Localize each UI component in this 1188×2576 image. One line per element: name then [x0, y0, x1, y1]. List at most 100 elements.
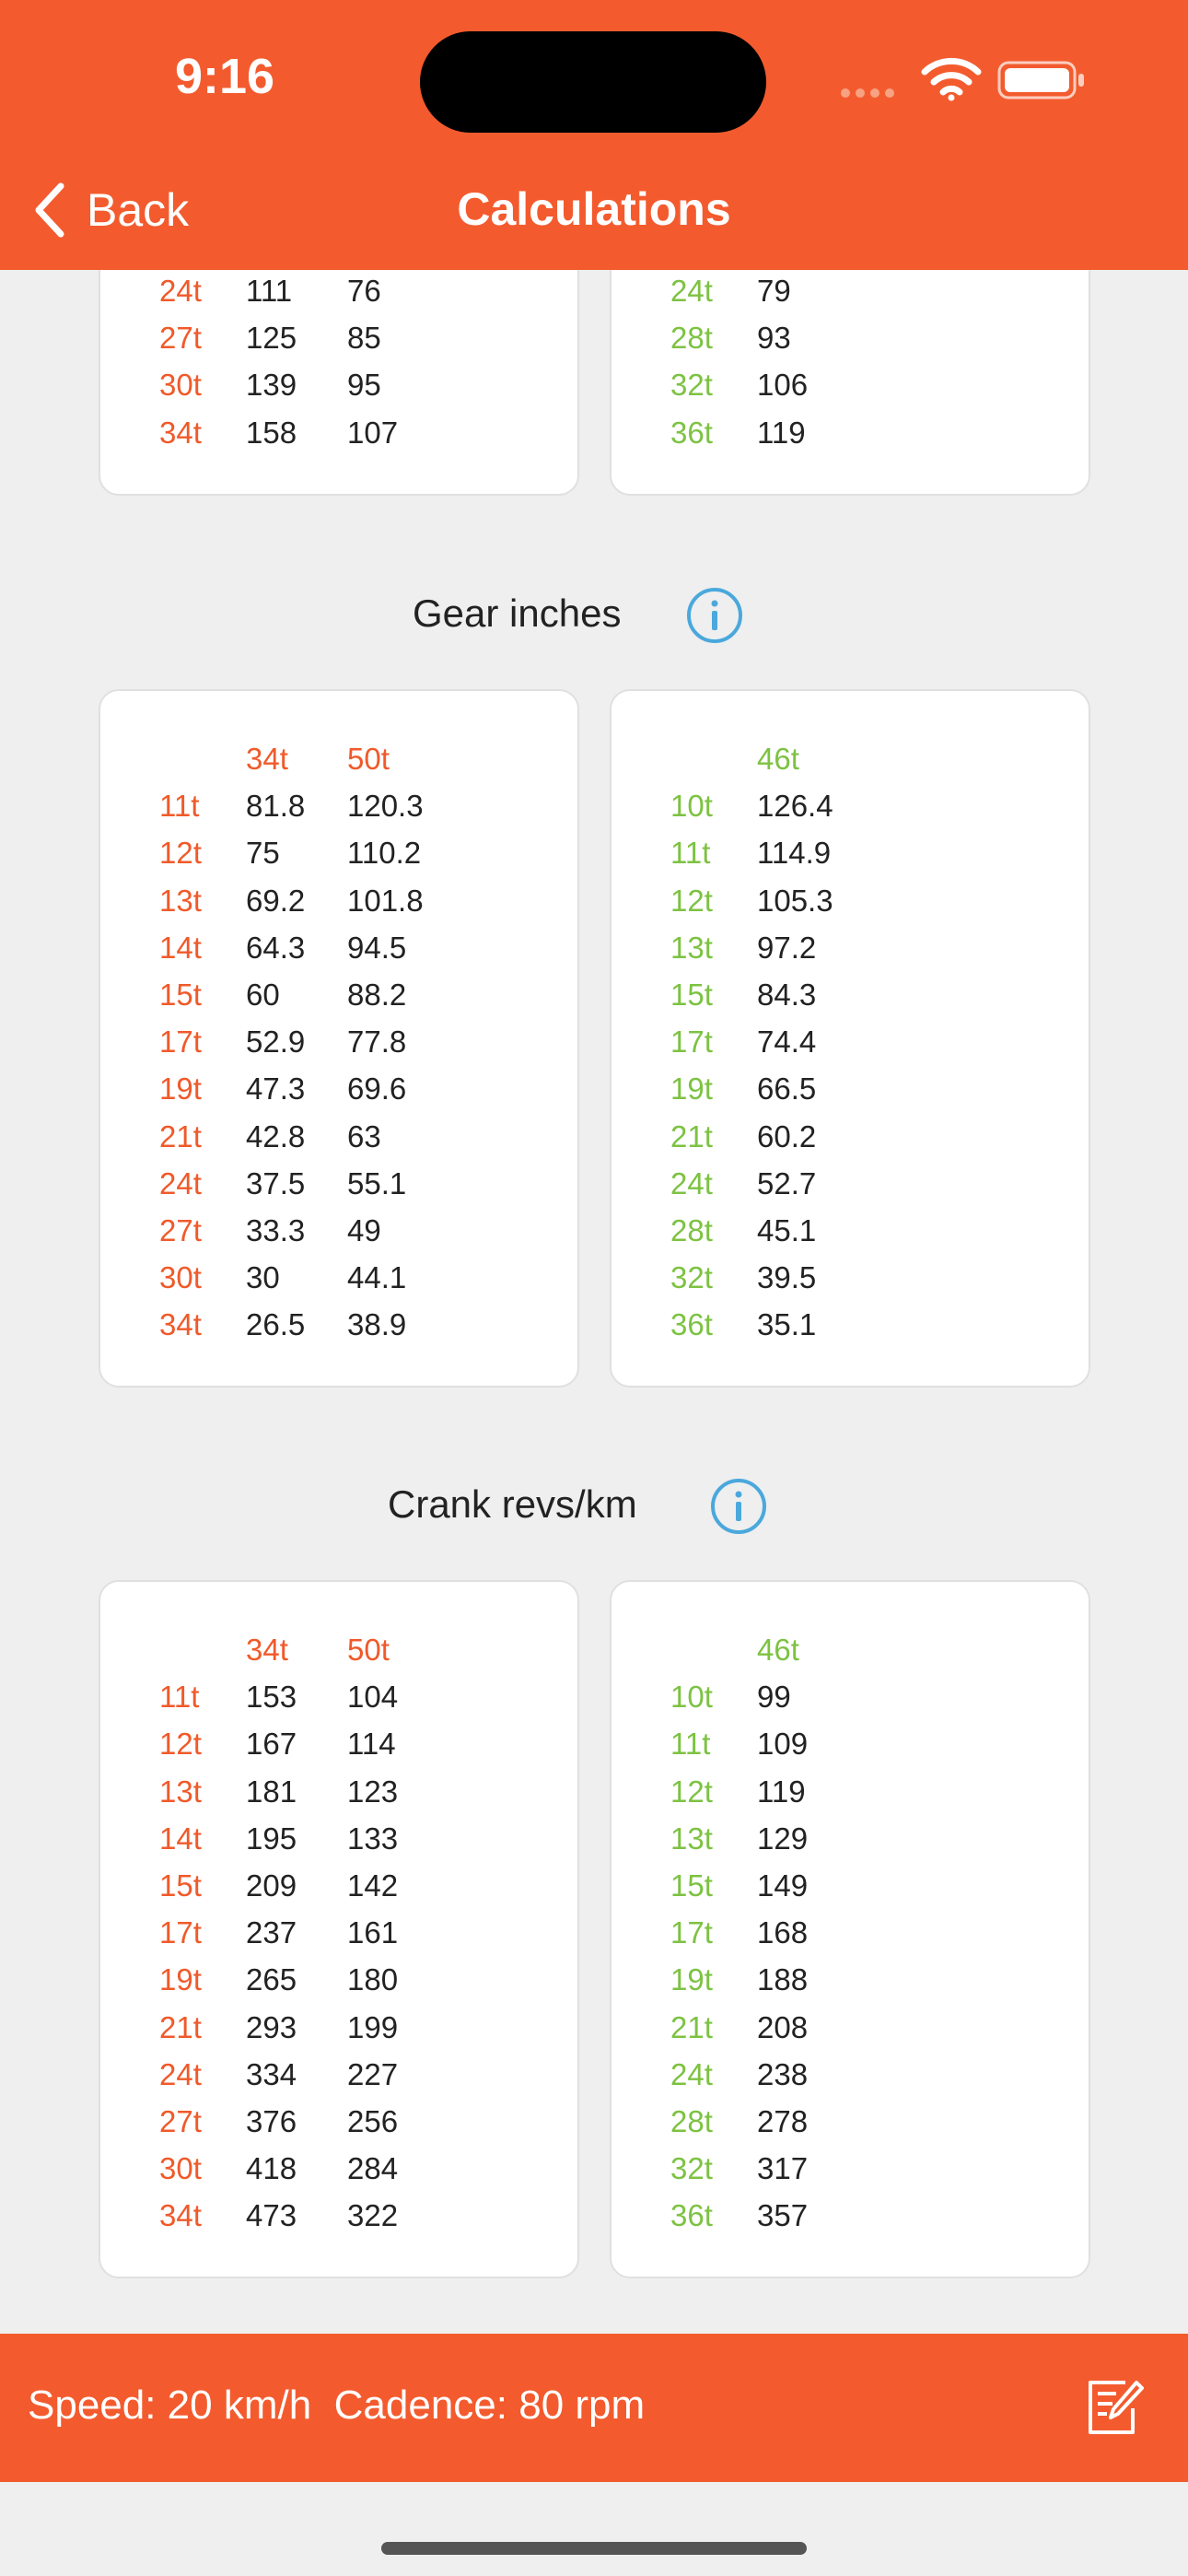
- table-cell: 110.2: [347, 836, 422, 871]
- wifi-icon: [921, 57, 982, 101]
- cog-label: 34t: [159, 415, 202, 450]
- table-cell: 74.4: [757, 1025, 817, 1060]
- table-cell: 69.6: [347, 1071, 407, 1107]
- table-cell: 195: [246, 1821, 297, 1856]
- cog-label: 17t: [670, 1915, 713, 1950]
- table-row: 21t 208: [611, 2004, 1089, 2051]
- table-cell: 181: [246, 1774, 297, 1809]
- table-row: 30t 418 284: [100, 2145, 577, 2192]
- table-row: 30t 139 95: [100, 361, 577, 408]
- table-row: 27t 376 256: [100, 2098, 577, 2145]
- table-cell: 33.3: [246, 1213, 306, 1247]
- cog-label: 28t: [670, 321, 713, 356]
- table-row: 12t 119: [611, 1768, 1089, 1815]
- table-row: 14t 64.3 94.5: [100, 924, 577, 971]
- cog-label: 36t: [670, 415, 713, 450]
- table-cell: 47.3: [246, 1071, 306, 1107]
- dynamic-island: [420, 31, 766, 133]
- table-row: 24t 79: [611, 267, 1089, 314]
- table-cell: 35.1: [757, 1307, 817, 1342]
- chainring-header: 34t: [246, 1633, 288, 1667]
- table-cell: 119: [757, 415, 806, 450]
- table-cell: 418: [246, 2151, 297, 2186]
- table-cell: 37.5: [246, 1165, 306, 1200]
- table-cell: 114.9: [757, 836, 832, 871]
- cog-label: 24t: [159, 2056, 202, 2091]
- back-button[interactable]: Back: [33, 182, 189, 238]
- cog-label: 24t: [159, 274, 202, 308]
- cog-label: 15t: [159, 978, 202, 1012]
- table-row: 10t 126.4: [611, 782, 1089, 829]
- table-cell: 79: [757, 274, 791, 308]
- cog-label: 30t: [159, 368, 202, 403]
- cog-label: 11t: [159, 789, 200, 824]
- table-row: 15t 149: [611, 1862, 1089, 1909]
- gear-inches-right-card: 46t 10t 126.4 11t 114.9 12t 105.3 13t 97.2 15t 84.…: [610, 689, 1090, 1388]
- table-cell: 129: [757, 1821, 809, 1856]
- cog-label: 19t: [159, 1071, 202, 1107]
- table-cell: 199: [347, 2009, 399, 2044]
- bottom-bar: Speed: 20 km/h Cadence: 80 rpm: [0, 2334, 1188, 2482]
- table-cell: 188: [757, 1962, 809, 1997]
- speed-cadence-label[interactable]: Speed: 20 km/h Cadence: 80 rpm: [28, 2383, 646, 2428]
- table-cell: 209: [246, 1868, 297, 1903]
- cog-label: 24t: [159, 1165, 202, 1200]
- table-cell: 106: [757, 368, 809, 403]
- table-cell: 84.3: [757, 978, 817, 1012]
- info-icon[interactable]: [709, 1477, 768, 1536]
- edit-note-icon[interactable]: [1085, 2377, 1146, 2438]
- cog-label: 34t: [159, 1307, 202, 1342]
- cog-label: 21t: [159, 2009, 202, 2044]
- table-row: 24t 238: [611, 2051, 1089, 2098]
- cog-label: 32t: [670, 2151, 713, 2186]
- table-cell: 142: [347, 1868, 399, 1903]
- table-cell: 473: [246, 2198, 297, 2233]
- table-cell: 317: [757, 2151, 809, 2186]
- table-header-row: 34t 50t: [100, 735, 577, 782]
- chainring-header: 46t: [757, 742, 799, 776]
- table-cell: 77.8: [347, 1025, 407, 1060]
- table-row: 12t 105.3: [611, 877, 1089, 924]
- table-cell: 237: [246, 1915, 297, 1950]
- table-row: 28t 45.1: [611, 1207, 1089, 1254]
- cog-label: 15t: [670, 1868, 713, 1903]
- cog-label: 21t: [670, 2009, 713, 2044]
- table-cell: 357: [757, 2198, 809, 2233]
- cog-label: 27t: [159, 2104, 202, 2138]
- cog-label: 10t: [670, 1680, 713, 1715]
- table-cell: 158: [246, 415, 297, 450]
- table-cell: 161: [347, 1915, 399, 1950]
- table-cell: 42.8: [246, 1118, 306, 1153]
- cog-label: 30t: [159, 1260, 202, 1295]
- table-cell: 60: [246, 978, 280, 1012]
- table-row: 21t 293 199: [100, 2004, 577, 2051]
- table-cell: 126.4: [757, 789, 833, 824]
- table-row: 27t 125 85: [100, 314, 577, 361]
- table-cell: 139: [246, 368, 297, 403]
- table-cell: 133: [347, 1821, 399, 1856]
- table-row: 13t 69.2 101.8: [100, 877, 577, 924]
- table-cell: 227: [347, 2056, 399, 2091]
- table-header-row: 46t: [611, 735, 1089, 782]
- table-row: 17t 168: [611, 1909, 1089, 1956]
- page-title: Calculations: [457, 183, 731, 235]
- cog-label: 27t: [159, 1213, 202, 1247]
- table-header-row: 46t: [611, 1626, 1089, 1673]
- table-cell: 44.1: [347, 1260, 407, 1295]
- battery-icon: [997, 61, 1084, 100]
- cog-label: 21t: [670, 1118, 713, 1153]
- table-row: 13t 129: [611, 1815, 1089, 1862]
- table-row: 28t 93: [611, 314, 1089, 361]
- cog-label: 32t: [670, 368, 713, 403]
- table-row: 21t 42.8 63: [100, 1113, 577, 1160]
- home-indicator: [381, 2542, 807, 2555]
- cog-label: 13t: [159, 1774, 202, 1809]
- cog-label: 36t: [670, 1307, 713, 1342]
- info-icon[interactable]: [685, 586, 744, 645]
- table-cell: 55.1: [347, 1165, 407, 1200]
- nav-header: 9:16 Back Calculations: [0, 0, 1188, 270]
- cog-label: 11t: [159, 1680, 200, 1715]
- table-cell: 284: [347, 2151, 399, 2186]
- table-cell: 45.1: [757, 1213, 817, 1247]
